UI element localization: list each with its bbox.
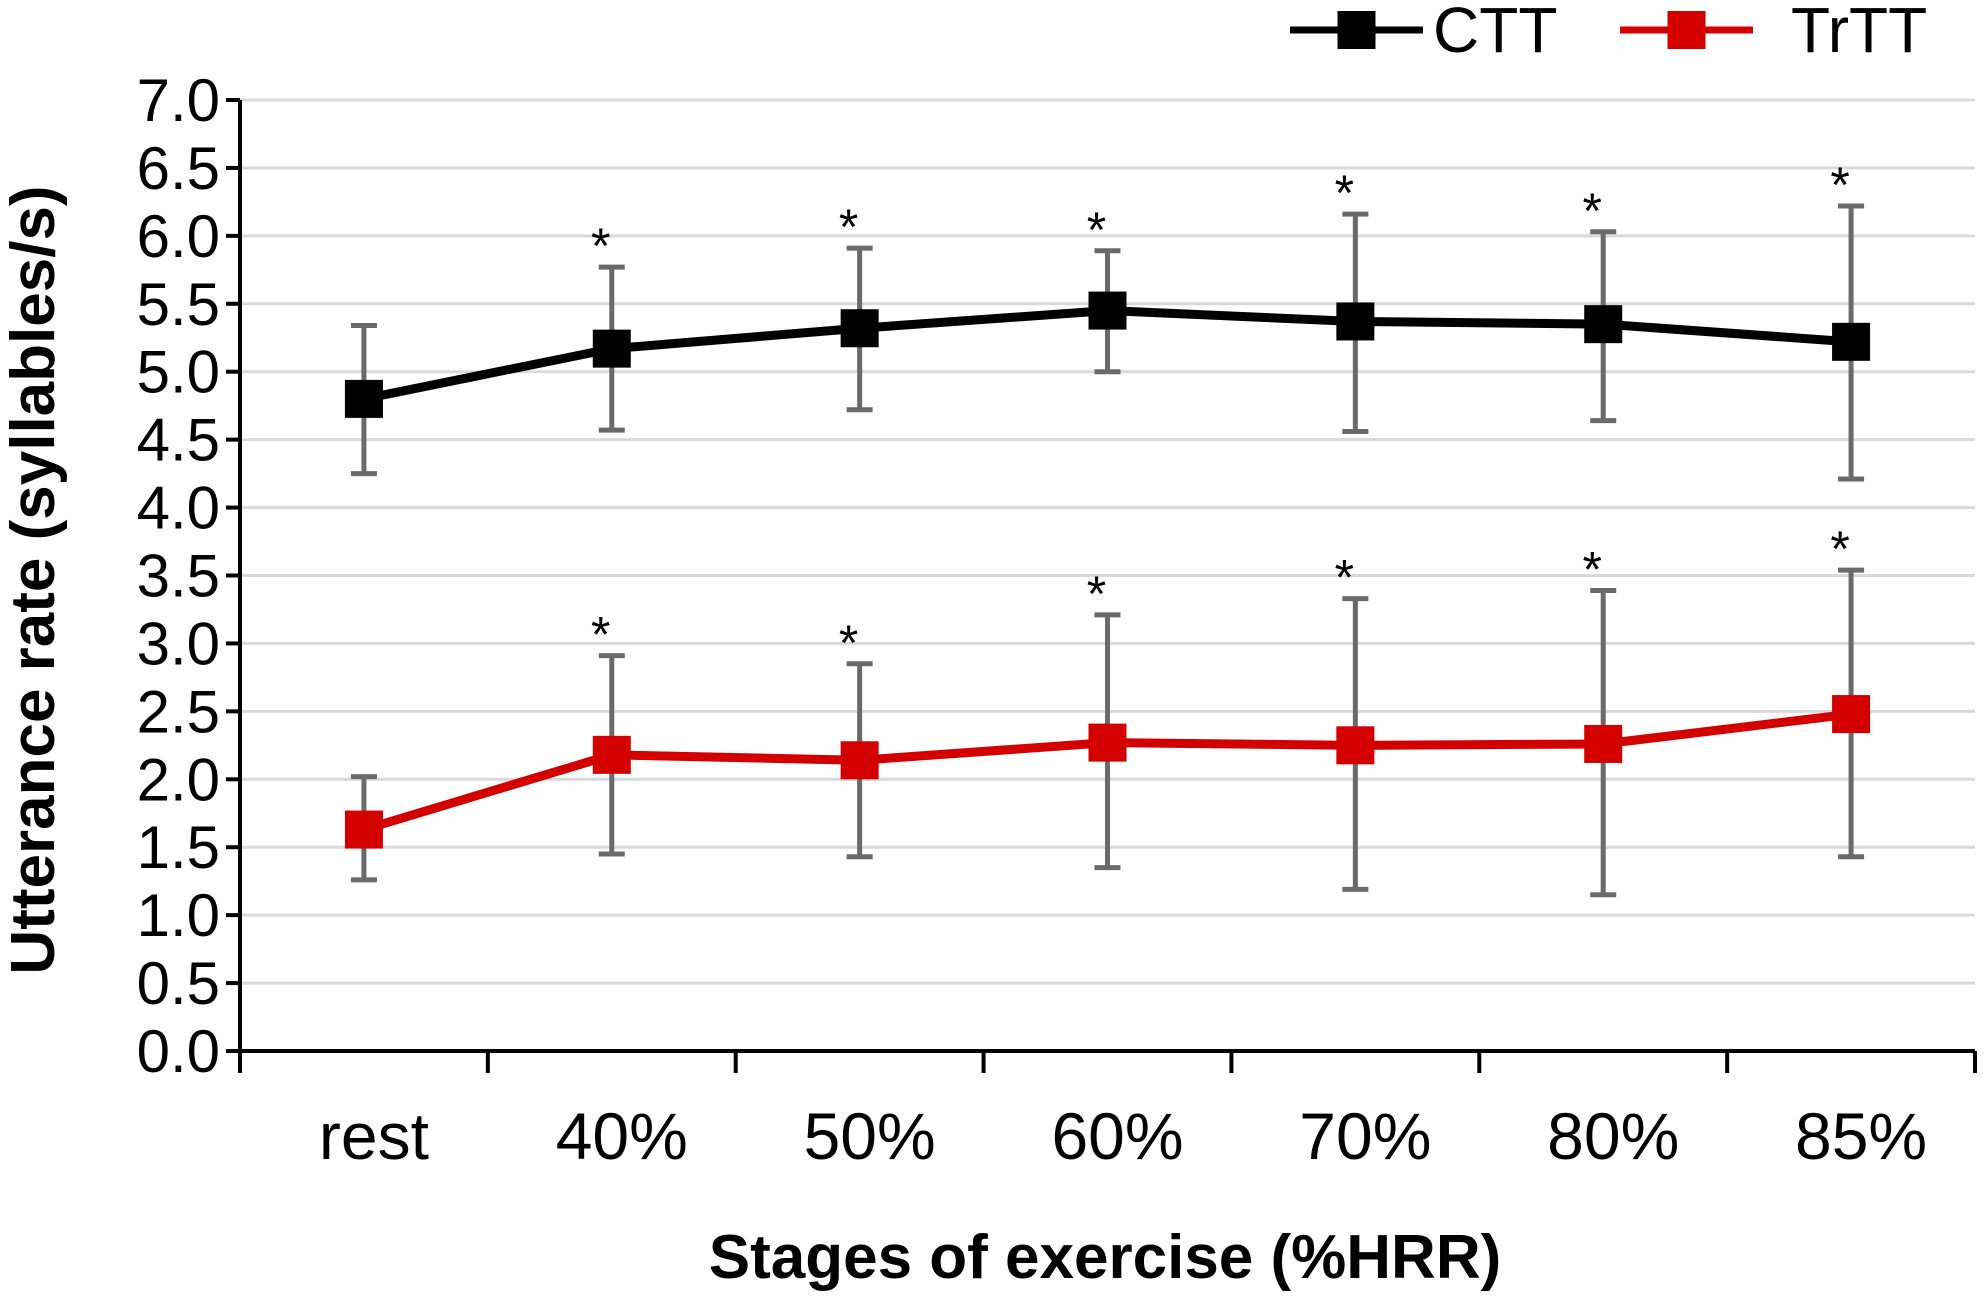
x-tick-label: 40% (556, 1099, 688, 1173)
data-point-ctt (344, 379, 383, 418)
significance-asterisk: * (1830, 157, 1849, 213)
data-point-trtt (840, 741, 879, 780)
x-tick-label: 70% (1299, 1099, 1431, 1173)
y-tick-label: 0.5 (137, 950, 220, 1017)
data-point-trtt (1088, 723, 1127, 762)
significance-asterisk: * (1087, 202, 1106, 258)
x-axis-title: Stages of exercise (%HRR) (709, 1223, 1502, 1292)
x-tick-label: 60% (1051, 1099, 1183, 1173)
y-tick-label: 4.5 (137, 407, 220, 474)
significance-asterisk: * (839, 199, 858, 255)
y-ticks: 0.00.51.01.52.02.53.03.54.04.55.05.56.06… (137, 67, 240, 1085)
y-tick-label: 0.0 (137, 1018, 220, 1085)
significance-asterisk: * (1830, 521, 1849, 577)
significance-asterisk: * (1582, 183, 1601, 239)
significance-marks: * * * * * * * * * * * * (591, 157, 1850, 671)
data-point-trtt (344, 810, 383, 849)
y-tick-label: 5.5 (137, 271, 220, 338)
data-point-trtt (1584, 724, 1623, 763)
data-point-ctt (592, 329, 631, 368)
data-point-ctt (1584, 305, 1623, 344)
data-point-ctt (1832, 322, 1871, 361)
y-tick-label: 1.0 (137, 882, 220, 949)
significance-asterisk: * (1335, 550, 1354, 606)
data-point-trtt (1832, 695, 1871, 734)
y-tick-label: 1.5 (137, 814, 220, 881)
significance-asterisk: * (1335, 165, 1354, 221)
y-tick-label: 3.5 (137, 543, 220, 610)
series-lines (344, 291, 1871, 849)
legend-label-ctt: CTT (1433, 0, 1557, 66)
legend: CTT TrTT (1290, 0, 1927, 66)
y-tick-label: 6.0 (137, 203, 220, 270)
y-tick-label: 3.0 (137, 610, 220, 677)
y-tick-label: 2.5 (137, 678, 220, 745)
legend-marker-ctt (1337, 11, 1376, 49)
y-tick-label: 5.0 (137, 339, 220, 406)
significance-asterisk: * (1087, 566, 1106, 622)
significance-asterisk: * (839, 615, 858, 671)
y-tick-label: 4.0 (137, 475, 220, 542)
y-tick-label: 2.0 (137, 746, 220, 813)
y-tick-label: 7.0 (137, 67, 220, 134)
data-point-trtt (592, 735, 631, 774)
axes (238, 100, 1975, 1073)
x-ticks: rest 40% 50% 60% 70% 80% 85% (319, 1051, 1977, 1173)
data-point-trtt (1336, 726, 1375, 765)
x-tick-label: rest (319, 1099, 429, 1173)
y-axis-title: Utterance rate (syllables/s) (0, 185, 68, 974)
x-tick-label: 50% (804, 1099, 936, 1173)
legend-label-trtt: TrTT (1791, 0, 1927, 66)
data-point-ctt (1088, 291, 1127, 330)
legend-marker-trtt (1667, 11, 1706, 49)
x-tick-label: 80% (1547, 1099, 1679, 1173)
significance-asterisk: * (1582, 541, 1601, 597)
data-point-ctt (1336, 302, 1375, 341)
data-point-ctt (840, 309, 879, 348)
significance-asterisk: * (591, 607, 610, 663)
y-tick-label: 6.5 (137, 135, 220, 202)
x-tick-label: 85% (1795, 1099, 1927, 1173)
significance-asterisk: * (591, 218, 610, 274)
